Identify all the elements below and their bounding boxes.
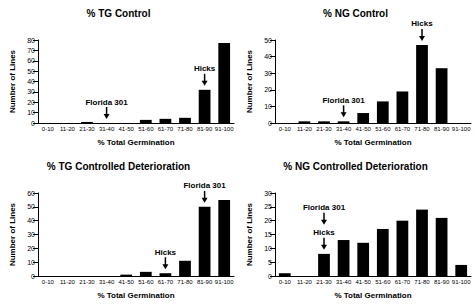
svg-text:71-80: 71-80 (177, 126, 193, 132)
svg-text:Number of Lines: Number of Lines (8, 202, 17, 266)
svg-text:0-10: 0-10 (279, 279, 292, 285)
svg-text:40: 40 (27, 217, 35, 224)
svg-text:81-90: 81-90 (197, 126, 213, 132)
svg-text:60: 60 (27, 57, 35, 64)
svg-text:20: 20 (264, 217, 272, 224)
svg-text:41-50: 41-50 (356, 279, 372, 285)
svg-text:Hicks: Hicks (155, 248, 177, 257)
svg-text:50: 50 (264, 37, 272, 44)
svg-text:21-30: 21-30 (79, 126, 95, 132)
svg-text:% Total Germination: % Total Germination (334, 291, 411, 300)
svg-text:0: 0 (268, 273, 272, 280)
svg-text:61-70: 61-70 (158, 279, 174, 285)
svg-text:Number of Lines: Number of Lines (8, 49, 17, 113)
svg-text:61-70: 61-70 (395, 126, 411, 132)
svg-text:60: 60 (27, 190, 35, 197)
svg-text:Number of Lines: Number of Lines (245, 202, 254, 266)
svg-text:31-40: 31-40 (99, 279, 115, 285)
svg-text:21-30: 21-30 (316, 126, 332, 132)
svg-text:21-30: 21-30 (79, 279, 95, 285)
svg-text:30: 30 (264, 190, 272, 197)
svg-text:20: 20 (27, 245, 35, 252)
svg-text:Florida 301: Florida 301 (85, 98, 128, 107)
svg-text:40: 40 (27, 78, 35, 85)
svg-text:0: 0 (268, 120, 272, 127)
svg-text:5: 5 (268, 259, 272, 266)
svg-text:Hicks: Hicks (411, 19, 433, 28)
svg-text:81-90: 81-90 (434, 279, 450, 285)
svg-text:Hicks: Hicks (313, 228, 335, 237)
svg-text:30: 30 (264, 70, 272, 77)
svg-text:51-60: 51-60 (138, 279, 154, 285)
svg-text:0-10: 0-10 (42, 279, 55, 285)
svg-text:81-90: 81-90 (434, 126, 450, 132)
svg-text:41-50: 41-50 (119, 126, 135, 132)
svg-text:11-20: 11-20 (60, 279, 76, 285)
svg-text:10: 10 (264, 103, 272, 110)
svg-text:% NG Control: % NG Control (323, 8, 388, 19)
svg-text:11-20: 11-20 (297, 279, 313, 285)
svg-text:71-80: 71-80 (414, 279, 430, 285)
svg-text:% Total Germination: % Total Germination (97, 138, 174, 147)
svg-text:25: 25 (264, 203, 272, 210)
svg-text:51-60: 51-60 (138, 126, 154, 132)
svg-text:71-80: 71-80 (177, 279, 193, 285)
svg-text:91-100: 91-100 (215, 279, 234, 285)
svg-text:Number of Lines: Number of Lines (245, 49, 254, 113)
svg-text:51-60: 51-60 (375, 279, 391, 285)
svg-text:91-100: 91-100 (215, 126, 234, 132)
svg-text:91-100: 91-100 (452, 279, 471, 285)
svg-text:41-50: 41-50 (119, 279, 135, 285)
svg-text:31-40: 31-40 (336, 126, 352, 132)
svg-text:Florida 301: Florida 301 (183, 181, 226, 190)
svg-text:10: 10 (27, 109, 35, 116)
svg-text:11-20: 11-20 (60, 126, 76, 132)
svg-text:0-10: 0-10 (279, 126, 292, 132)
svg-text:% TG Control: % TG Control (87, 8, 151, 19)
svg-text:21-30: 21-30 (316, 279, 332, 285)
svg-text:10: 10 (264, 245, 272, 252)
svg-text:15: 15 (264, 231, 272, 238)
svg-text:51-60: 51-60 (375, 126, 391, 132)
svg-text:Florida 301: Florida 301 (303, 203, 346, 212)
svg-text:31-40: 31-40 (99, 126, 115, 132)
svg-text:10: 10 (27, 259, 35, 266)
svg-text:80: 80 (27, 37, 35, 44)
svg-text:% Total Germination: % Total Germination (97, 291, 174, 300)
svg-text:50: 50 (27, 68, 35, 75)
svg-text:70: 70 (27, 47, 35, 54)
svg-text:0: 0 (31, 120, 35, 127)
svg-text:0: 0 (31, 273, 35, 280)
svg-text:71-80: 71-80 (414, 126, 430, 132)
svg-text:% Total Germination: % Total Germination (334, 138, 411, 147)
svg-text:30: 30 (27, 88, 35, 95)
svg-text:40: 40 (264, 53, 272, 60)
svg-text:81-90: 81-90 (197, 279, 213, 285)
svg-text:% NG Controlled Deterioration: % NG Controlled Deterioration (283, 161, 427, 172)
svg-text:41-50: 41-50 (356, 126, 372, 132)
svg-text:% TG Controlled Deterioration: % TG Controlled Deterioration (47, 161, 190, 172)
svg-text:20: 20 (27, 99, 35, 106)
svg-text:11-20: 11-20 (297, 126, 313, 132)
svg-text:30: 30 (27, 231, 35, 238)
svg-text:Florida 301: Florida 301 (322, 96, 365, 105)
svg-text:61-70: 61-70 (395, 279, 411, 285)
svg-text:61-70: 61-70 (158, 126, 174, 132)
svg-text:Hicks: Hicks (194, 64, 216, 73)
svg-text:0-10: 0-10 (42, 126, 55, 132)
svg-text:31-40: 31-40 (336, 279, 352, 285)
svg-text:91-100: 91-100 (452, 126, 471, 132)
svg-text:50: 50 (27, 203, 35, 210)
svg-text:20: 20 (264, 86, 272, 93)
